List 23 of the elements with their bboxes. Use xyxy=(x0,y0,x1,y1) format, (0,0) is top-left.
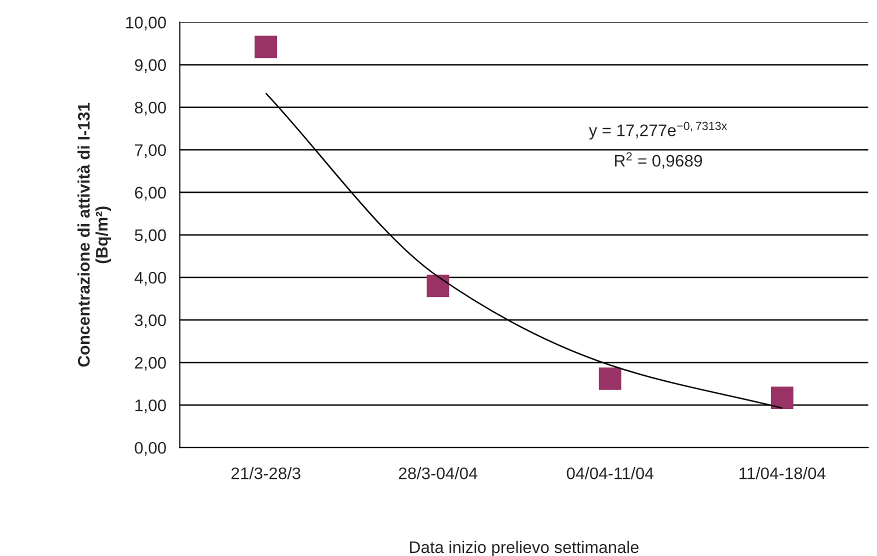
x-tick-label: 04/04-11/04 xyxy=(566,467,654,480)
y-tick-label: 0,00 xyxy=(134,442,166,456)
y-tick-label: 10,00 xyxy=(126,16,166,30)
y-tick-label: 1,00 xyxy=(135,399,166,414)
y-tick-label: 6,00 xyxy=(135,186,166,201)
y-axis-title: Concentrazione di attività di I-131 (Bq/m²) xyxy=(77,102,111,367)
y-tick-label: 3,00 xyxy=(134,314,166,328)
point xyxy=(598,367,622,390)
y-tick-label: 9,00 xyxy=(134,59,166,73)
x-tick-label: 21/3-28/3 xyxy=(231,467,300,480)
y-tick-label: 5,00 xyxy=(134,229,166,244)
y-tick-label: 7,00 xyxy=(135,144,166,158)
x-tick-label: 28/3-04/04 xyxy=(398,467,478,480)
y-tick-label: 4,00 xyxy=(134,272,166,286)
point xyxy=(770,386,794,410)
annotation: R$^{2}$ = 0,9689 xyxy=(615,152,702,169)
point xyxy=(254,36,278,58)
annotation: y = 17,277e$^{−0,7313x}$ xyxy=(588,122,728,140)
x-tick-label: 11/04-18/04 xyxy=(740,467,826,480)
point xyxy=(426,274,450,298)
y-tick-label: 2,00 xyxy=(134,356,166,371)
x-axis-title: Data inizio prelievo settimanale xyxy=(410,540,639,556)
y-tick-label: 8,00 xyxy=(134,102,166,116)
